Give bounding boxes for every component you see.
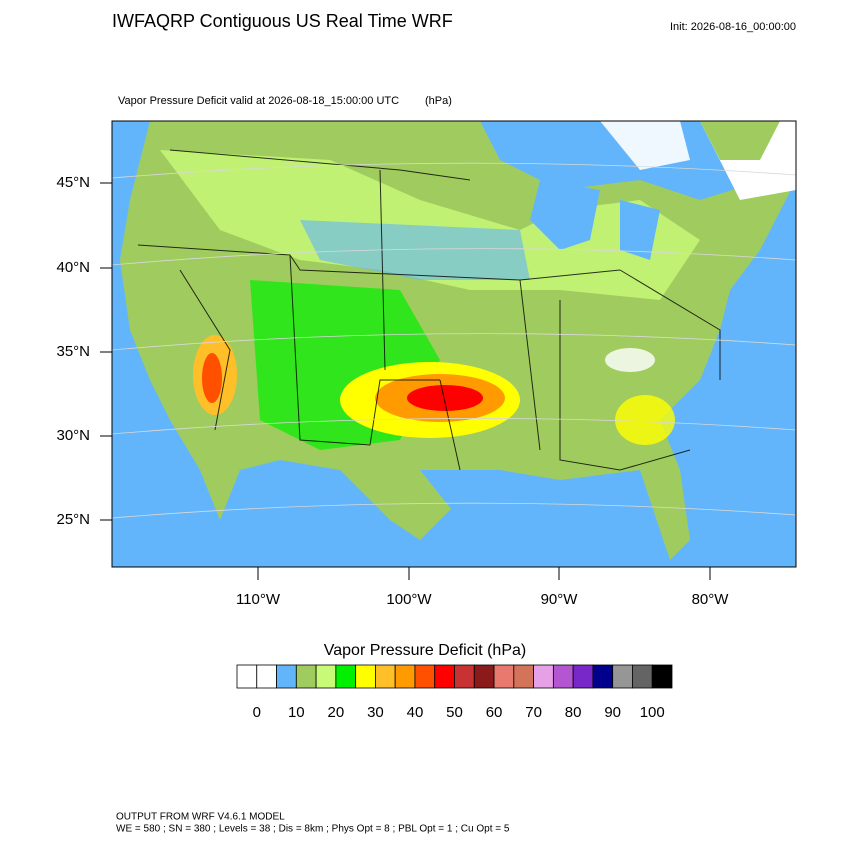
footer-line: WE = 580 ; SN = 380 ; Levels = 38 ; Dis …: [116, 824, 510, 835]
colorbar-box: [256, 664, 277, 689]
colorbar-label: 50: [446, 704, 463, 721]
colorbar-box: [335, 664, 357, 689]
colorbar-title: Vapor Pressure Deficit (hPa): [324, 642, 526, 659]
lon-label: 100°W: [386, 591, 432, 608]
colorbar-label: 0: [253, 704, 261, 721]
lon-label: 80°W: [692, 591, 730, 608]
lat-label: 35°N: [56, 343, 90, 360]
colorbar-box: [295, 664, 317, 689]
lon-label: 110°W: [236, 591, 281, 608]
colorbar-box: [236, 664, 258, 689]
map-field: [112, 121, 796, 567]
colorbar-box: [572, 664, 594, 689]
colorbar-box: [651, 664, 673, 689]
lat-label: 40°N: [56, 259, 90, 276]
lat-label: 30°N: [56, 427, 90, 444]
colorbar-box: [454, 664, 475, 689]
lat-label: 25°N: [56, 511, 90, 528]
colorbar-box: [632, 664, 653, 689]
units: (hPa): [425, 95, 452, 107]
colorbar-label: 70: [525, 704, 542, 721]
colorbar-box: [414, 664, 436, 689]
colorbar-box: [473, 664, 495, 689]
colorbar-label: 10: [288, 704, 305, 721]
colorbar-box: [434, 664, 455, 689]
colorbar-box: [355, 664, 376, 689]
map-frame: [111, 120, 797, 568]
colorbar-label: 80: [565, 704, 582, 721]
colorbar-box: [276, 664, 297, 689]
colorbar-label: 30: [367, 704, 384, 721]
colorbar-box: [612, 664, 633, 689]
colorbar-box: [552, 664, 574, 689]
lat-label: 45°N: [56, 174, 90, 191]
title: IWFAQRP Contiguous US Real Time WRF: [112, 11, 453, 31]
colorbar-box: [533, 664, 554, 689]
colorbar-box: [315, 664, 337, 689]
init-time: Init: 2026-08-16_00:00:00: [670, 21, 796, 33]
colorbar-label: 60: [486, 704, 503, 721]
colorbar-box: [592, 664, 614, 689]
colorbar-label: 100: [640, 704, 665, 721]
colorbar-box: [375, 664, 396, 689]
colorbar-label: 40: [407, 704, 424, 721]
colorbar-box: [394, 664, 416, 689]
subtitle: Vapor Pressure Deficit valid at 2026-08-…: [118, 95, 399, 107]
colorbar-box: [513, 664, 534, 689]
footer-line: OUTPUT FROM WRF V4.6.1 MODEL: [116, 812, 285, 823]
colorbar-box: [493, 664, 515, 689]
colorbar-label: 20: [328, 704, 345, 721]
colorbar-label: 90: [604, 704, 621, 721]
lon-label: 90°W: [541, 591, 579, 608]
